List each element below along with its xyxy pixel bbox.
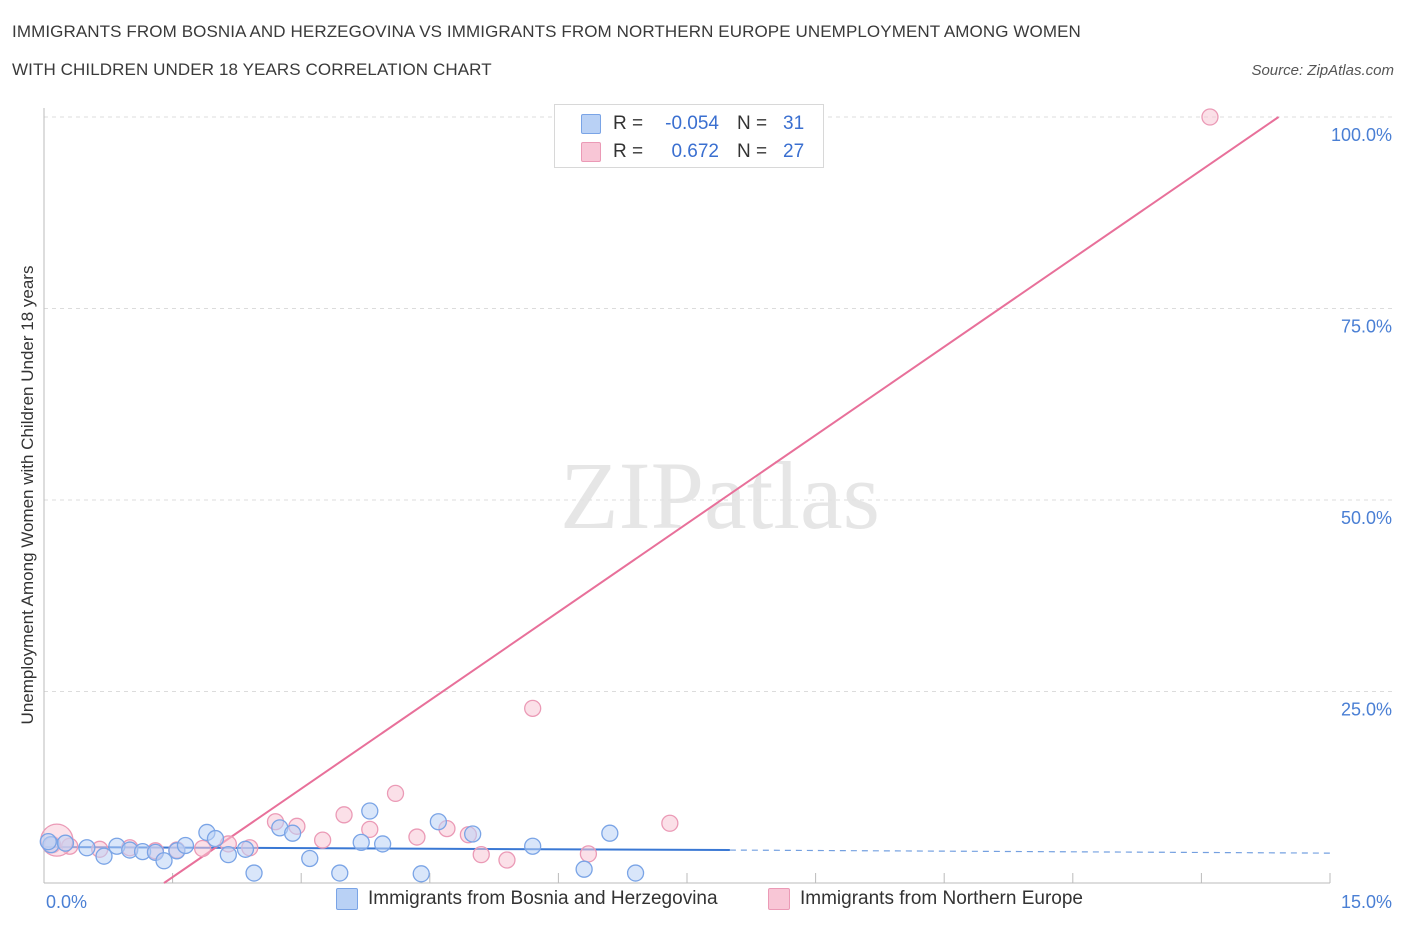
trend-line-bosnia-extension [729,849,1331,854]
tick-layer: 25.0% 50.0% 75.0% 100.0% 0.0% 15.0% [46,125,1392,912]
point-bosnia [95,847,113,865]
x-tick-label: 15.0% [1341,892,1392,912]
y-tick-label: 75.0% [1341,317,1392,337]
point-northern-europe [1201,108,1219,126]
series-swatch-bosnia [336,888,358,910]
point-northern-europe [193,839,212,858]
point-bosnia [464,825,482,843]
point-bosnia [176,836,195,855]
source-label: Source: ZipAtlas.com [1251,62,1394,79]
point-northern-europe [386,784,405,803]
point-bosnia [245,864,263,882]
x-tick-label: 0.0% [46,892,87,912]
legend-row-bosnia: R = -0.054 N = 31 [581,111,804,137]
y-tick-label: 100.0% [1331,125,1392,145]
point-bosnia [155,852,173,870]
chart-title-line-1: IMMIGRANTS FROM BOSNIA AND HERZEGOVINA V… [12,22,1081,41]
point-northern-europe [408,828,426,846]
series-label-northern-europe: Immigrants from Northern Europe [800,888,1083,909]
series-legend-northern-europe[interactable]: Immigrants from Northern Europe [768,888,1083,910]
point-northern-europe [579,845,598,863]
point-bosnia [283,824,302,842]
series-label-bosnia: Immigrants from Bosnia and Herzegovina [368,888,718,909]
point-bosnia [429,813,448,831]
point-bosnia [361,802,379,820]
legend-swatch-northern-europe [581,142,601,162]
series-legend-bosnia[interactable]: Immigrants from Bosnia and Herzegovina [336,888,718,910]
point-northern-europe [335,806,353,824]
point-bosnia [626,864,645,882]
point-bosnia [219,846,237,864]
legend-r-label: R = [613,141,644,162]
point-bosnia [601,824,619,842]
point-bosnia [206,829,225,848]
point-northern-europe [472,846,490,864]
legend-n-label: N = [737,113,768,134]
point-bosnia [524,837,542,855]
legend-swatch-bosnia [581,114,601,134]
legend-n-label: N = [737,141,768,162]
trend-line-northern-europe [163,116,1280,884]
watermark: ZIPatlas [560,442,880,549]
point-bosnia [412,865,430,883]
point-bosnia [56,834,75,852]
y-tick-label: 25.0% [1341,700,1392,720]
point-northern-europe [313,831,332,849]
point-northern-europe [661,814,679,832]
point-northern-europe [361,820,379,839]
legend-r-value-northern-europe: 0.672 [671,141,719,162]
legend-n-value-northern-europe: 27 [783,141,805,162]
point-bosnia [575,860,593,878]
point-bosnia [373,835,392,853]
point-northern-europe [498,851,516,869]
legend-r-value-bosnia: -0.054 [665,113,719,134]
y-tick-label: 50.0% [1341,508,1392,528]
point-northern-europe [524,699,542,718]
legend-row-northern-europe: R = 0.672 N = 27 [581,139,804,165]
legend-r-label: R = [613,113,644,134]
legend-n-value-bosnia: 31 [783,113,805,134]
chart-title-line-2: WITH CHILDREN UNDER 18 YEARS CORRELATION… [12,60,492,79]
point-bosnia [352,833,370,852]
point-bosnia [301,849,319,868]
point-bosnia [78,839,96,857]
point-bosnia [236,840,255,858]
point-bosnia [331,864,349,882]
point-bosnia [39,832,57,851]
correlation-legend: R = -0.054 N = 31 R = 0.672 N = 27 [554,104,824,168]
series-swatch-northern-europe [768,888,790,910]
points-layer [39,108,1219,883]
